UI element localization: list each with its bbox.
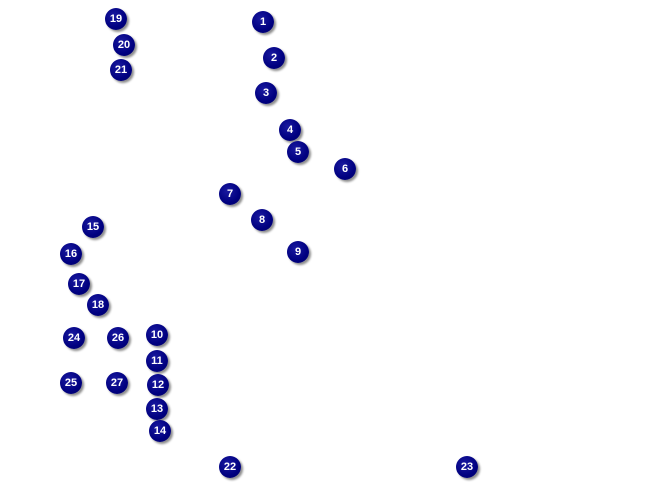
map-marker-26[interactable]: 26	[107, 327, 129, 349]
map-marker-6[interactable]: 6	[334, 158, 356, 180]
map-marker-24[interactable]: 24	[63, 327, 85, 349]
map-marker-14[interactable]: 14	[149, 420, 171, 442]
map-marker-21[interactable]: 21	[110, 59, 132, 81]
map-marker-5[interactable]: 5	[287, 141, 309, 163]
map-marker-27[interactable]: 27	[106, 372, 128, 394]
map-marker-9[interactable]: 9	[287, 241, 309, 263]
map-marker-20[interactable]: 20	[113, 34, 135, 56]
map-marker-17[interactable]: 17	[68, 273, 90, 295]
map-marker-10[interactable]: 10	[146, 324, 168, 346]
map-marker-19[interactable]: 19	[105, 8, 127, 30]
map-marker-4[interactable]: 4	[279, 119, 301, 141]
map-marker-1[interactable]: 1	[252, 11, 274, 33]
map-marker-13[interactable]: 13	[146, 398, 168, 420]
map-marker-8[interactable]: 8	[251, 209, 273, 231]
map-marker-23[interactable]: 23	[456, 456, 478, 478]
map-marker-15[interactable]: 15	[82, 216, 104, 238]
map-marker-3[interactable]: 3	[255, 82, 277, 104]
map-marker-22[interactable]: 22	[219, 456, 241, 478]
map-marker-11[interactable]: 11	[146, 350, 168, 372]
map-marker-2[interactable]: 2	[263, 47, 285, 69]
map-marker-18[interactable]: 18	[87, 294, 109, 316]
map-marker-25[interactable]: 25	[60, 372, 82, 394]
map-marker-12[interactable]: 12	[147, 374, 169, 396]
map-marker-7[interactable]: 7	[219, 183, 241, 205]
map-marker-16[interactable]: 16	[60, 243, 82, 265]
